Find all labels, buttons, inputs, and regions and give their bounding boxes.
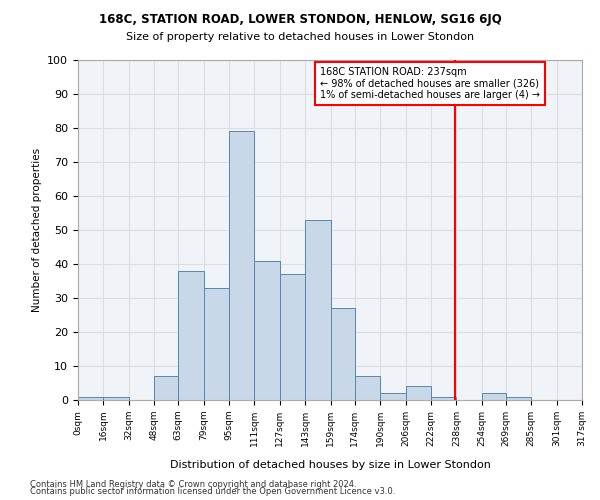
Bar — [203, 288, 229, 400]
Bar — [431, 396, 457, 400]
Bar — [380, 393, 406, 400]
Bar — [355, 376, 380, 400]
Text: Contains public sector information licensed under the Open Government Licence v3: Contains public sector information licen… — [30, 487, 395, 496]
Text: Size of property relative to detached houses in Lower Stondon: Size of property relative to detached ho… — [126, 32, 474, 42]
Bar — [254, 260, 280, 400]
Y-axis label: Number of detached properties: Number of detached properties — [32, 148, 42, 312]
Text: Contains HM Land Registry data © Crown copyright and database right 2024.: Contains HM Land Registry data © Crown c… — [30, 480, 356, 489]
Bar — [305, 220, 331, 400]
Bar — [482, 393, 506, 400]
Bar — [154, 376, 178, 400]
Bar — [331, 308, 355, 400]
Text: 168C, STATION ROAD, LOWER STONDON, HENLOW, SG16 6JQ: 168C, STATION ROAD, LOWER STONDON, HENLO… — [98, 12, 502, 26]
Bar — [406, 386, 431, 400]
Bar — [178, 271, 203, 400]
X-axis label: Distribution of detached houses by size in Lower Stondon: Distribution of detached houses by size … — [170, 460, 490, 470]
Bar — [506, 396, 531, 400]
Text: 168C STATION ROAD: 237sqm
← 98% of detached houses are smaller (326)
1% of semi-: 168C STATION ROAD: 237sqm ← 98% of detac… — [320, 67, 539, 100]
Bar — [103, 396, 129, 400]
Bar — [78, 396, 103, 400]
Bar — [229, 132, 254, 400]
Bar — [280, 274, 305, 400]
